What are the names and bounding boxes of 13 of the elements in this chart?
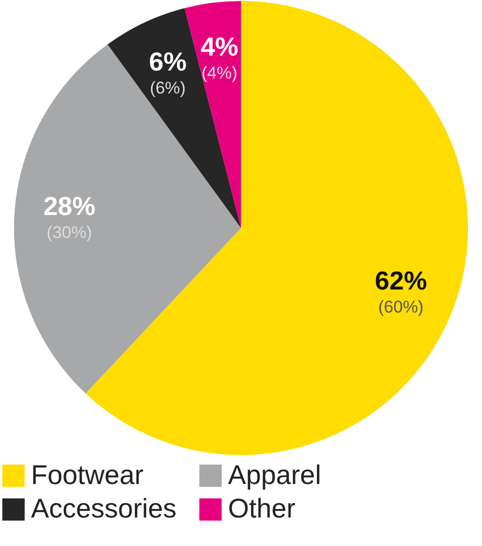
legend-label: Footwear: [31, 460, 144, 490]
data-label: 28%: [43, 191, 96, 222]
text: (60%): [378, 297, 424, 316]
legend-label: Apparel: [228, 460, 322, 490]
data-label: 62%: [374, 265, 427, 296]
pie-slice: [108, 8, 241, 228]
pie-slice: [184, 1, 241, 228]
data-label: 4%: [200, 31, 238, 62]
data-label: 6%: [148, 46, 187, 76]
legend-label: Accessories: [31, 494, 177, 524]
text: (6%): [150, 78, 186, 98]
legend-label: Other: [228, 494, 296, 524]
text: (4%): [201, 63, 238, 82]
